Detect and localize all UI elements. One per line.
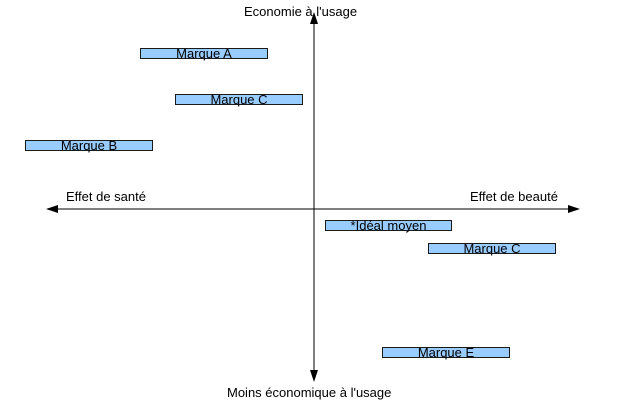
brand-box-ideal-moyen: *Idéal moyen [325,219,452,232]
axis-label-top: Economie à l'usage [244,4,358,19]
brand-box-marque-b: Marque B [25,139,153,152]
axis-label-left: Effet de santé [66,189,146,204]
axis-label-right: Effet de beauté [470,189,558,204]
horizontal-axis-left-arrow [46,205,58,213]
brand-box-marque-c-upper: Marque C [175,93,303,106]
axis-label-bottom: Moins économique à l'usage [227,385,392,400]
vertical-axis-bottom-arrow [310,370,318,382]
horizontal-axis-right-arrow [568,205,580,213]
vertical-axis-top-arrow [310,12,318,24]
brand-box-marque-a: Marque A [140,47,268,60]
brand-box-marque-e: Marque E [382,346,510,359]
brand-box-marque-c-lower: Marque C [428,242,556,255]
